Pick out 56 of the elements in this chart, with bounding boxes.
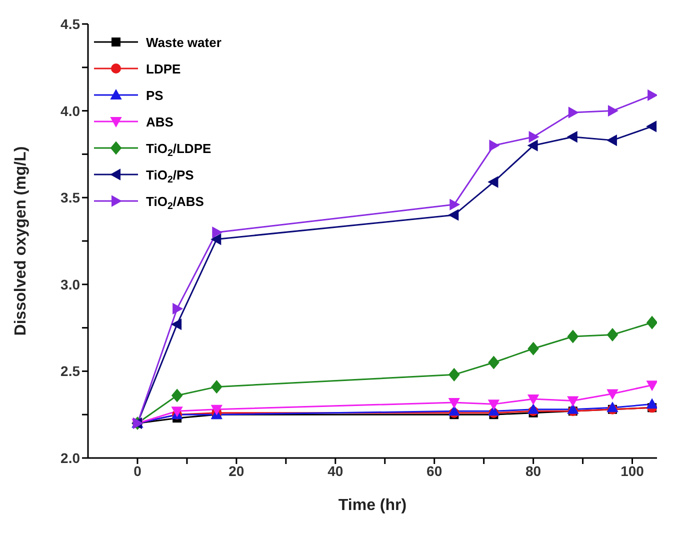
point — [646, 120, 657, 132]
x-tick-label: 80 — [526, 462, 542, 479]
legend-label: ABS — [146, 114, 174, 130]
point — [608, 105, 618, 116]
point — [528, 131, 539, 142]
point — [489, 140, 500, 152]
legend-label: LDPE — [146, 62, 181, 76]
legend-label: TiO$_{2}$/LDPE — [146, 141, 212, 159]
x-tick-label: 20 — [228, 462, 244, 479]
x-tick-label: 0 — [134, 462, 142, 479]
point — [567, 404, 578, 414]
legend-label: Waste water — [146, 35, 222, 50]
x-tick-label: 100 — [620, 462, 644, 479]
point — [528, 394, 539, 404]
point — [172, 406, 183, 417]
y-tick-label: 3.0 — [60, 276, 80, 292]
point — [567, 131, 578, 142]
point — [488, 176, 498, 188]
x-axis-title: Time (hr) — [338, 497, 407, 514]
x-tick-label: 60 — [426, 462, 442, 479]
point — [211, 404, 222, 415]
point — [172, 318, 182, 330]
point — [567, 330, 578, 343]
point — [646, 316, 657, 330]
point — [172, 389, 183, 402]
point — [211, 234, 222, 245]
point — [172, 303, 183, 314]
y-tick-label: 2.5 — [60, 363, 80, 380]
point — [212, 226, 222, 238]
point — [488, 356, 500, 370]
point — [648, 90, 657, 101]
point — [606, 389, 618, 400]
point — [211, 380, 222, 394]
point — [528, 404, 539, 414]
point — [528, 140, 538, 152]
point — [606, 328, 618, 342]
legend-label: PS — [146, 88, 164, 103]
point — [646, 398, 657, 409]
point — [528, 342, 539, 356]
point — [568, 107, 578, 118]
point — [450, 199, 460, 210]
y-tick-label: 2.0 — [60, 450, 80, 466]
point — [448, 398, 460, 408]
point — [448, 368, 460, 382]
legend-label: TiO$_{2}$/PS — [146, 168, 194, 186]
point — [646, 380, 657, 391]
y-tick-label: 3.5 — [60, 190, 80, 206]
y-tick-label: 4.0 — [60, 102, 80, 119]
point — [567, 396, 578, 406]
point — [448, 209, 459, 220]
x-tick-label: 40 — [328, 462, 344, 479]
point — [488, 400, 500, 410]
y-axis-title: Dissolved oxygen (mg/L) — [12, 146, 30, 336]
point — [606, 134, 617, 146]
legend-label: TiO$_{2}$/ABS — [146, 194, 204, 212]
y-tick-label: 4.5 — [60, 16, 80, 32]
